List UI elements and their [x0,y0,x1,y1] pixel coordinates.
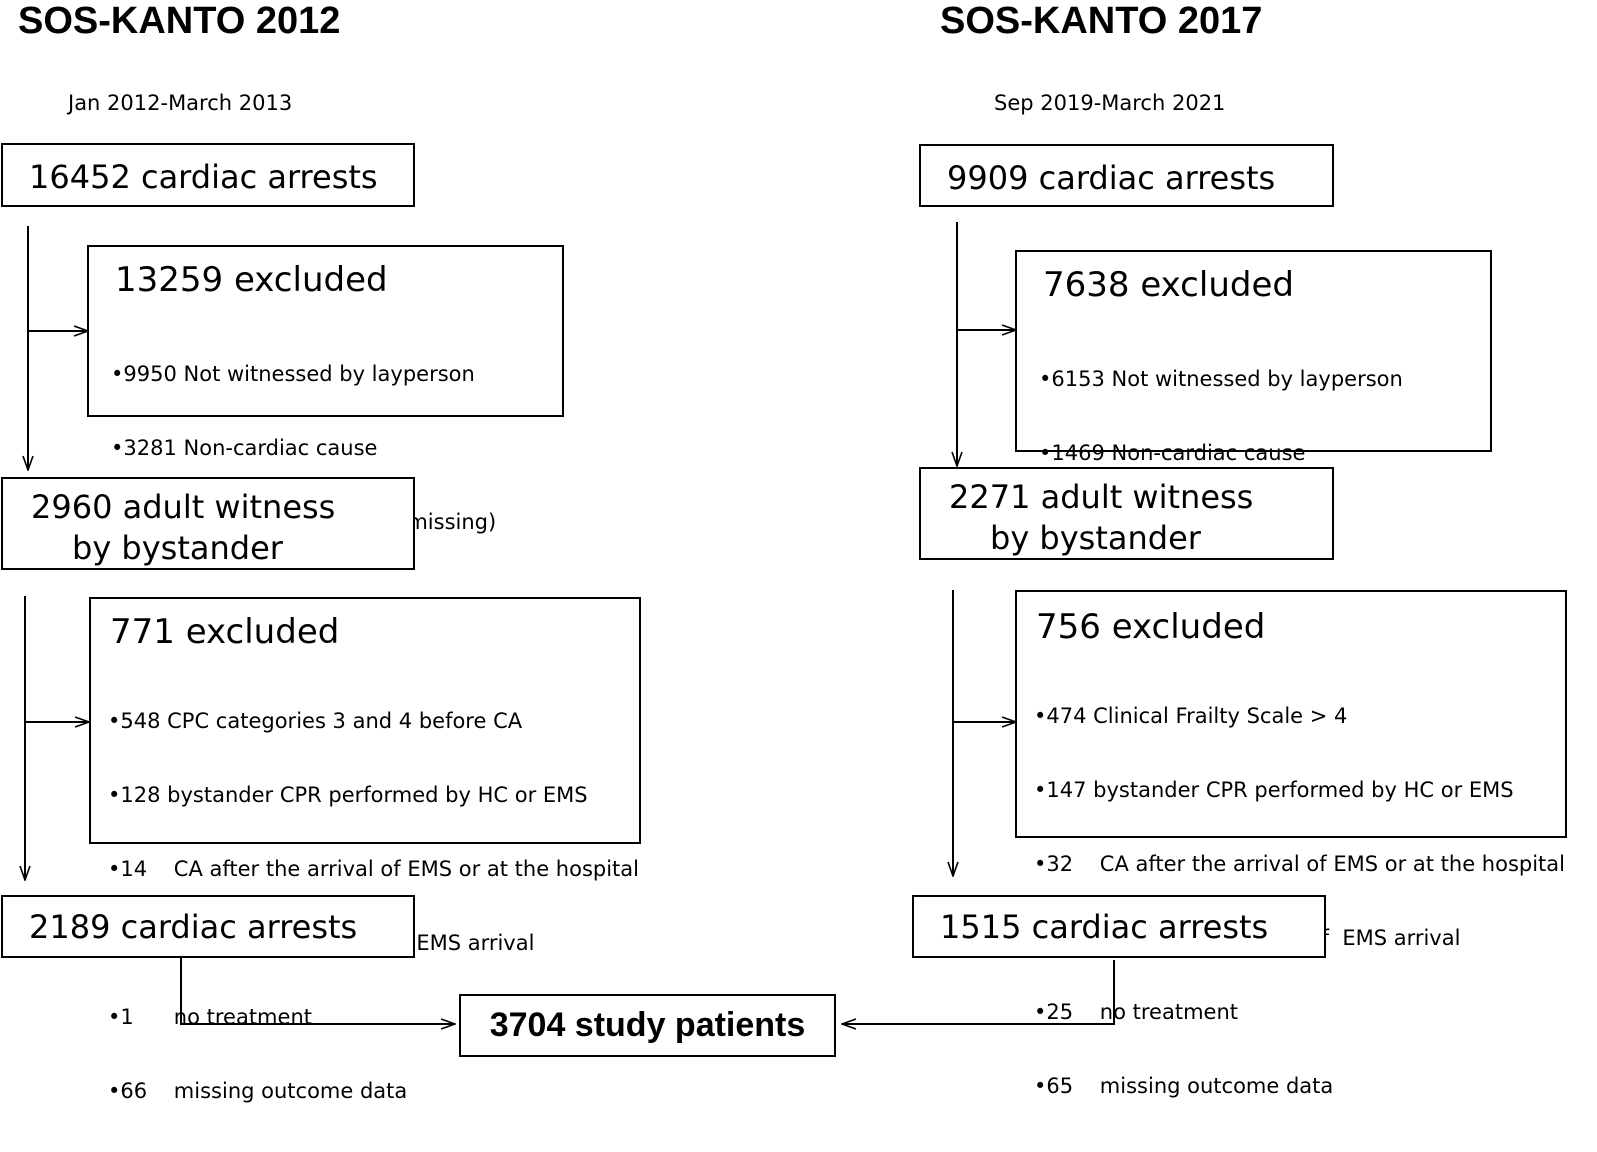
right-witness-line-1: 2271 adult witness [949,478,1254,516]
combined-total-label: 3704 study patients [489,1006,806,1044]
list-item: •548 CPC categories 3 and 4 before CA [108,709,523,733]
list-item: •474 Clinical Frailty Scale > 4 [1034,704,1348,728]
list-item: •3281 Non-cardiac cause [111,436,378,460]
arrow-left-to-total [180,958,455,1024]
right-heading: SOS-KANTO 2017 [940,0,1263,42]
left-excluded-2-box: 771 excluded •548 CPC categories 3 and 4… [89,597,641,1103]
left-total-label: 16452 cardiac arrests [29,158,378,196]
left-final-box: 2189 cardiac arrests [1,895,415,958]
right-excluded-2-box: 756 excluded •474 Clinical Frailty Scale… [1015,590,1567,1098]
list-item: •25 no treatment [1034,1000,1238,1024]
list-item: •14 CA after the arrival of EMS or at th… [108,857,639,881]
right-witness-box: 2271 adult witness by bystander [919,467,1334,560]
left-excluded-1-box: 13259 excluded •9950 Not witnessed by la… [87,245,564,534]
right-excluded-1-box: 7638 excluded •6153 Not witnessed by lay… [1015,250,1492,539]
left-heading: SOS-KANTO 2012 [18,0,341,42]
right-excluded-1-title: 7638 excluded [1043,265,1294,305]
list-item: •9950 Not witnessed by layperson [111,362,475,386]
right-final-label: 1515 cardiac arrests [940,908,1269,946]
right-final-box: 1515 cardiac arrests [912,895,1326,958]
list-item: •1469 Non-cardiac cause [1039,441,1306,465]
list-item: •1 no treatment [108,1005,312,1029]
left-period: Jan 2012-March 2013 [68,91,293,115]
left-total-box: 16452 cardiac arrests [1,143,415,207]
connector-arrows [0,222,1115,1079]
left-witness-line-1: 2960 adult witness [31,488,336,526]
right-period: Sep 2019-March 2021 [994,91,1226,115]
list-item: •65 missing outcome data [1034,1074,1334,1098]
right-total-label: 9909 cardiac arrests [947,159,1276,197]
right-total-box: 9909 cardiac arrests [919,144,1334,207]
combined-total-box: 3704 study patients [459,994,836,1057]
list-item: •32 CA after the arrival of EMS or at th… [1034,852,1565,876]
left-excluded-2-title: 771 excluded [110,612,340,652]
left-witness-line-2: by bystander [72,529,283,567]
left-witness-box: 2960 adult witness by bystander [1,477,415,570]
list-item: •147 bystander CPR performed by HC or EM… [1034,778,1514,802]
right-witness-line-2: by bystander [990,519,1201,557]
left-excluded-1-title: 13259 excluded [115,260,388,300]
arrow-right-to-total [842,960,1115,1024]
list-item: •128 bystander CPR performed by HC or EM… [108,783,588,807]
right-excluded-2-title: 756 excluded [1036,607,1266,647]
left-final-label: 2189 cardiac arrests [29,908,358,946]
list-item: •66 missing outcome data [108,1079,408,1103]
flow-diagram: SOS-KANTO 2012 Jan 2012-March 2013 16452… [0,0,1567,1103]
list-item: •6153 Not witnessed by layperson [1039,367,1403,391]
